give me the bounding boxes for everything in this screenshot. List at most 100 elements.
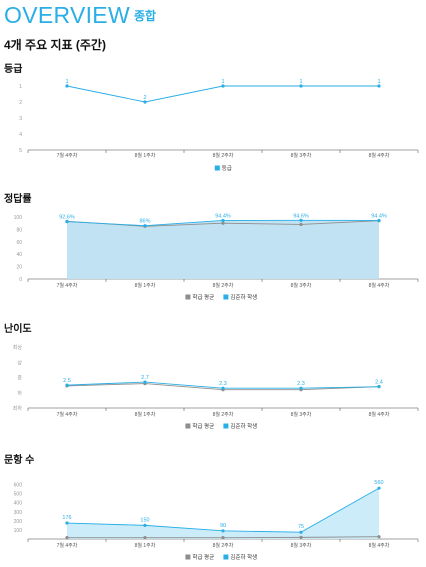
x-tick-label: 7월 4주차 [57, 411, 78, 418]
data-point [143, 224, 147, 228]
data-point [221, 529, 225, 533]
count-chart-title: 문항 수 [4, 455, 35, 466]
y-tick-label: 20 [16, 265, 22, 271]
data-point [299, 222, 303, 227]
legend-label: 김준하 학생 [230, 293, 257, 301]
y-tick-label: 상 [17, 359, 22, 366]
data-point [377, 535, 381, 539]
legend-swatch [223, 423, 229, 429]
data-label: 2.3 [219, 381, 227, 387]
data-point [299, 218, 303, 222]
x-tick-label: 8월 2주차 [213, 542, 234, 549]
data-point [143, 536, 147, 540]
legend-swatch [223, 554, 229, 560]
x-tick-label: 7월 4주차 [57, 542, 78, 549]
x-tick-label: 8월 4주차 [369, 542, 390, 549]
x-tick-label: 8월 2주차 [213, 152, 234, 159]
difficulty-chart: 최하 하 중 상 최상 7월 4주차 8월 1주차 8월 2주차 8월 3주차 8월 4주차 2.5… [13, 344, 419, 430]
x-tick-label: 8월 4주차 [369, 411, 390, 418]
data-label: 2.7 [141, 375, 149, 381]
legend-label: 학급 평균 [192, 293, 214, 301]
data-label: 2.3 [297, 381, 305, 387]
data-point [143, 380, 147, 384]
data-label: 1 [221, 79, 224, 85]
data-point [143, 523, 147, 527]
y-tick-label: 500 [14, 492, 23, 498]
grade-chart: 1 2 3 4 5 7월 4주차 8월 1주차 8월 2주차 8월 3주차 8월 4주차 1 2 1 1 1… [19, 79, 419, 172]
x-tick-label: 8월 1주차 [135, 282, 156, 289]
y-tick-label: 4 [19, 132, 22, 138]
page-subtitle: 종합 [133, 9, 157, 23]
data-label: 2.4 [375, 380, 383, 386]
page-title: OVERVIEW [4, 2, 130, 28]
data-point [377, 486, 381, 490]
count-chart: 100 200 300 400 500 600 7월 4주차 8월 1주차 8월 2주차 8월 3… [14, 480, 419, 561]
legend-swatch [185, 294, 191, 300]
accuracy-chart: 0 20 40 60 80 100 7월 4주차 8월 1주차 8월 2주차 8월 3주차 8월 4… [14, 213, 419, 301]
accuracy-chart-title: 정답률 [4, 194, 32, 205]
data-point [299, 386, 303, 390]
y-tick-label: 5 [19, 148, 22, 154]
x-tick-label: 8월 1주차 [135, 152, 156, 159]
x-tick-label: 8월 4주차 [369, 152, 390, 159]
legend-swatch [214, 165, 220, 171]
data-point [65, 521, 69, 525]
y-tick-label: 1 [19, 84, 22, 90]
data-point [377, 84, 381, 88]
data-point [377, 218, 381, 223]
data-point [299, 535, 303, 539]
data-point [221, 386, 225, 390]
y-tick-label: 최상 [13, 344, 23, 351]
data-point [143, 100, 147, 104]
x-tick-label: 8월 3주차 [291, 411, 312, 418]
y-tick-label: 200 [14, 519, 23, 525]
data-label: 1 [65, 79, 68, 85]
data-label: 150 [140, 517, 149, 523]
data-point [221, 536, 225, 540]
series-area-fill [67, 220, 379, 279]
data-label: 94.4% [371, 213, 387, 219]
y-tick-label: 100 [14, 215, 23, 221]
x-tick-label: 8월 3주차 [291, 282, 312, 289]
data-point [299, 84, 303, 88]
data-point [299, 530, 303, 534]
grade-chart-title: 등급 [4, 64, 23, 75]
data-label: 90 [220, 523, 226, 529]
data-point [65, 219, 69, 224]
data-point [221, 218, 225, 223]
legend-label: 학급 평균 [192, 553, 214, 561]
x-tick-label: 8월 4주차 [369, 282, 390, 289]
legend-swatch [185, 554, 191, 560]
y-tick-label: 600 [14, 483, 23, 489]
data-label: 176 [62, 515, 71, 521]
y-tick-label: 최하 [13, 405, 23, 412]
y-tick-label: 80 [16, 227, 22, 233]
y-tick-label: 2 [19, 100, 22, 106]
x-tick-label: 8월 3주차 [291, 542, 312, 549]
y-tick-label: 60 [16, 240, 22, 246]
data-point [221, 84, 225, 88]
data-label: 1 [299, 79, 302, 85]
y-tick-label: 400 [14, 501, 23, 507]
data-label: 86% [139, 219, 150, 225]
data-point [65, 383, 69, 387]
x-tick-label: 8월 3주차 [291, 152, 312, 159]
y-tick-label: 40 [16, 252, 22, 258]
legend-swatch [185, 423, 191, 429]
data-point [65, 84, 69, 88]
data-label: 75 [298, 524, 304, 530]
legend-label: 김준하 학생 [230, 422, 257, 430]
data-label: 94.6% [293, 213, 309, 219]
y-tick-label: 100 [14, 528, 23, 534]
y-tick-label: 3 [19, 116, 22, 122]
data-point [377, 385, 381, 389]
data-label: 94.4% [215, 213, 231, 219]
legend-label: 김준하 학생 [230, 553, 257, 561]
data-point [221, 221, 225, 225]
y-tick-label: 300 [14, 510, 23, 516]
difficulty-chart-title: 난이도 [4, 324, 32, 335]
data-label: 560 [374, 480, 383, 486]
page-header: OVERVIEW 종합 [4, 2, 156, 28]
legend-label: 등급 [222, 165, 232, 172]
x-tick-label: 8월 1주차 [135, 411, 156, 418]
